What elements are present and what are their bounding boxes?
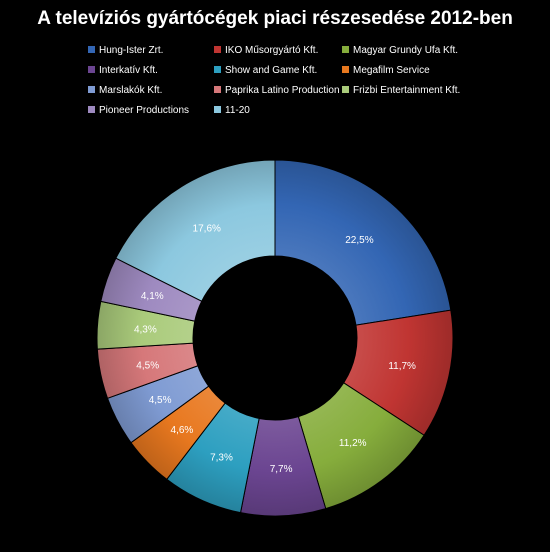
data-label-interkativ-kft: 7,7% xyxy=(270,464,293,475)
legend-item-frizbi-entertainment-kft: Frizbi Entertainment Kft. xyxy=(342,83,460,99)
legend-label: Frizbi Entertainment Kft. xyxy=(353,85,461,96)
legend-swatch xyxy=(214,105,221,113)
legend-swatch xyxy=(88,105,95,113)
legend-swatch xyxy=(88,85,95,93)
legend-label: Interkatív Kft. xyxy=(99,65,158,76)
data-label-magyar-grundy-ufa-kft: 11,2% xyxy=(339,438,367,449)
legend-item-iko-musorgyarto-kft: IKO Műsorgyártó Kft. xyxy=(214,43,318,59)
data-label-marslakok-kft: 4,5% xyxy=(149,395,172,406)
legend-label: Magyar Grundy Ufa Kft. xyxy=(353,45,459,56)
data-label-pioneer-productions: 4,1% xyxy=(141,291,164,302)
legend-item-pioneer-productions: Pioneer Productions xyxy=(88,103,189,119)
legend-item-interkativ-kft: Interkatív Kft. xyxy=(88,63,158,79)
legend-label: Pioneer Productions xyxy=(99,105,190,116)
legend-swatch xyxy=(214,45,221,53)
legend-item-megafilm-service: Megafilm Service xyxy=(342,63,430,79)
legend-label: Show and Game Kft. xyxy=(225,65,318,76)
data-label-megafilm-service: 4,6% xyxy=(171,425,194,436)
data-label-iko-musorgyarto-kft: 11,7% xyxy=(388,361,416,372)
legend-label: Megafilm Service xyxy=(353,65,430,76)
data-label-11-20: 17,6% xyxy=(193,223,221,234)
legend-label: Paprika Latino Production xyxy=(225,85,340,96)
legend-item-11-20: 11-20 xyxy=(214,103,250,119)
legend-label: Marslakók Kft. xyxy=(99,85,163,96)
data-label-frizbi-entertainment-kft: 4,3% xyxy=(134,325,157,336)
legend-item-show-and-game-kft: Show and Game Kft. xyxy=(214,63,317,79)
legend-item-paprika-latino-production: Paprika Latino Production xyxy=(214,83,340,99)
legend-swatch xyxy=(214,65,221,73)
legend-swatch xyxy=(88,45,95,53)
legend-item-marslakok-kft: Marslakók Kft. xyxy=(88,83,162,99)
legend-swatch xyxy=(214,85,221,93)
legend-swatch xyxy=(88,65,95,73)
slice-11-20 xyxy=(115,159,276,302)
legend-label: 11-20 xyxy=(225,105,250,116)
legend-label: IKO Műsorgyártó Kft. xyxy=(225,45,319,56)
legend-item-hung-ister-zrt: Hung-Ister Zrt. xyxy=(88,43,163,59)
data-label-paprika-latino-production: 4,5% xyxy=(136,360,159,371)
chart-title: A televíziós gyártócégek piaci részesedé… xyxy=(37,8,513,29)
legend-label: Hung-Ister Zrt. xyxy=(99,45,164,56)
slice-hung-ister-zrt xyxy=(274,159,452,326)
legend-swatch xyxy=(342,45,349,53)
legend-swatch xyxy=(342,65,349,73)
legend-item-magyar-grundy-ufa-kft: Magyar Grundy Ufa Kft. xyxy=(342,43,458,59)
data-label-hung-ister-zrt: 22,5% xyxy=(345,235,373,246)
data-label-show-and-game-kft: 7,3% xyxy=(210,452,233,463)
legend-swatch xyxy=(342,85,349,93)
